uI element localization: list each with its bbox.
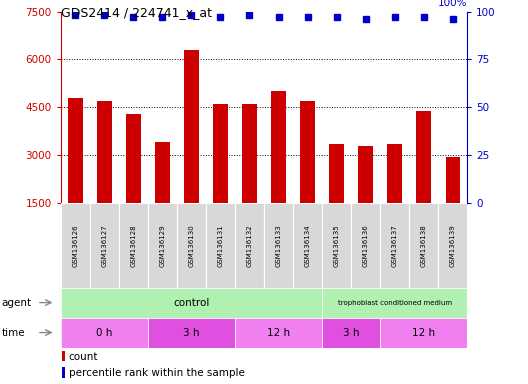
- Bar: [380, 203, 409, 288]
- Bar: [380, 318, 467, 348]
- Bar: [322, 203, 351, 288]
- Bar: [97, 101, 111, 203]
- Bar: [322, 318, 380, 348]
- Bar: [351, 203, 380, 288]
- Text: 3 h: 3 h: [183, 328, 200, 338]
- Bar: [177, 203, 206, 288]
- Bar: [148, 203, 177, 288]
- Bar: [359, 146, 373, 203]
- Bar: [126, 114, 140, 203]
- Text: agent: agent: [2, 298, 32, 308]
- Text: count: count: [69, 352, 98, 362]
- Bar: [329, 144, 344, 203]
- Text: GSM136128: GSM136128: [130, 224, 136, 267]
- Bar: [264, 203, 293, 288]
- Text: GDS2414 / 224741_x_at: GDS2414 / 224741_x_at: [61, 6, 212, 19]
- Bar: [388, 144, 402, 203]
- Bar: [235, 318, 322, 348]
- Bar: [155, 142, 169, 203]
- Text: GSM136139: GSM136139: [450, 224, 456, 267]
- Bar: [206, 203, 235, 288]
- Text: GSM136134: GSM136134: [305, 224, 310, 267]
- Text: GSM136126: GSM136126: [72, 224, 78, 267]
- Bar: [300, 101, 315, 203]
- Text: GSM136130: GSM136130: [188, 224, 194, 267]
- Text: GSM136129: GSM136129: [159, 224, 165, 267]
- Bar: [235, 203, 264, 288]
- Bar: [293, 203, 322, 288]
- Text: 12 h: 12 h: [267, 328, 290, 338]
- Text: GSM136131: GSM136131: [218, 224, 223, 267]
- Bar: [409, 203, 438, 288]
- Text: GSM136138: GSM136138: [421, 224, 427, 267]
- Text: GSM136127: GSM136127: [101, 224, 107, 267]
- Text: percentile rank within the sample: percentile rank within the sample: [69, 368, 244, 378]
- Bar: [90, 203, 119, 288]
- Text: trophoblast conditioned medium: trophoblast conditioned medium: [337, 300, 452, 306]
- Bar: [62, 367, 65, 377]
- Text: GSM136137: GSM136137: [392, 224, 398, 267]
- Bar: [242, 104, 257, 203]
- Bar: [322, 288, 467, 318]
- Bar: [61, 203, 90, 288]
- Bar: [68, 98, 82, 203]
- Bar: [62, 351, 65, 361]
- Text: 0 h: 0 h: [96, 328, 112, 338]
- Bar: [61, 318, 148, 348]
- Text: GSM136135: GSM136135: [334, 224, 340, 267]
- Text: control: control: [173, 298, 210, 308]
- Text: 3 h: 3 h: [343, 328, 360, 338]
- Bar: [119, 203, 148, 288]
- Text: GSM136133: GSM136133: [276, 224, 281, 267]
- Text: GSM136136: GSM136136: [363, 224, 369, 267]
- Text: time: time: [2, 328, 25, 338]
- Text: 100%: 100%: [438, 0, 467, 8]
- Bar: [417, 111, 431, 203]
- Bar: [184, 50, 199, 203]
- Text: GSM136132: GSM136132: [247, 224, 252, 267]
- Bar: [438, 203, 467, 288]
- Bar: [213, 104, 228, 203]
- Text: 12 h: 12 h: [412, 328, 435, 338]
- Bar: [446, 157, 460, 203]
- Bar: [271, 91, 286, 203]
- Bar: [148, 318, 235, 348]
- Bar: [61, 288, 322, 318]
